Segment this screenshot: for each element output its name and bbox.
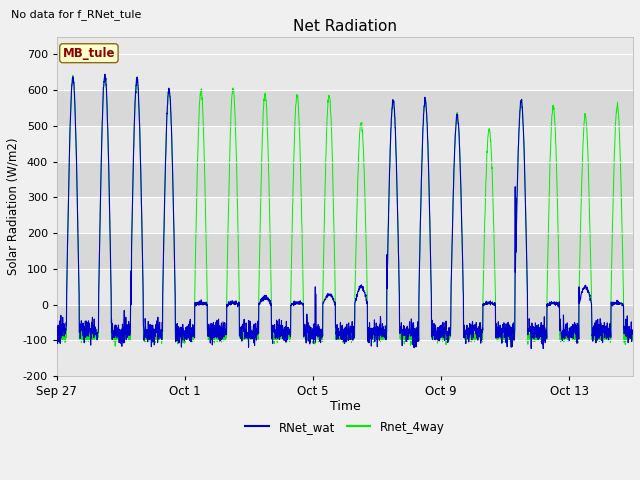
Bar [57,305,633,340]
Legend: RNet_wat, Rnet_4way: RNet_wat, Rnet_4way [241,416,449,438]
Title: Net Radiation: Net Radiation [293,19,397,34]
X-axis label: Time: Time [330,400,360,413]
Bar [57,340,633,376]
Y-axis label: Solar Radiation (W/m2): Solar Radiation (W/m2) [7,138,20,275]
Bar [57,233,633,269]
Bar [57,197,633,233]
Bar [57,54,633,90]
Text: No data for f_RNet_tule: No data for f_RNet_tule [11,9,141,20]
Text: MB_tule: MB_tule [63,47,115,60]
Bar [57,90,633,126]
Bar [57,269,633,305]
Bar [57,162,633,197]
Bar [57,126,633,162]
